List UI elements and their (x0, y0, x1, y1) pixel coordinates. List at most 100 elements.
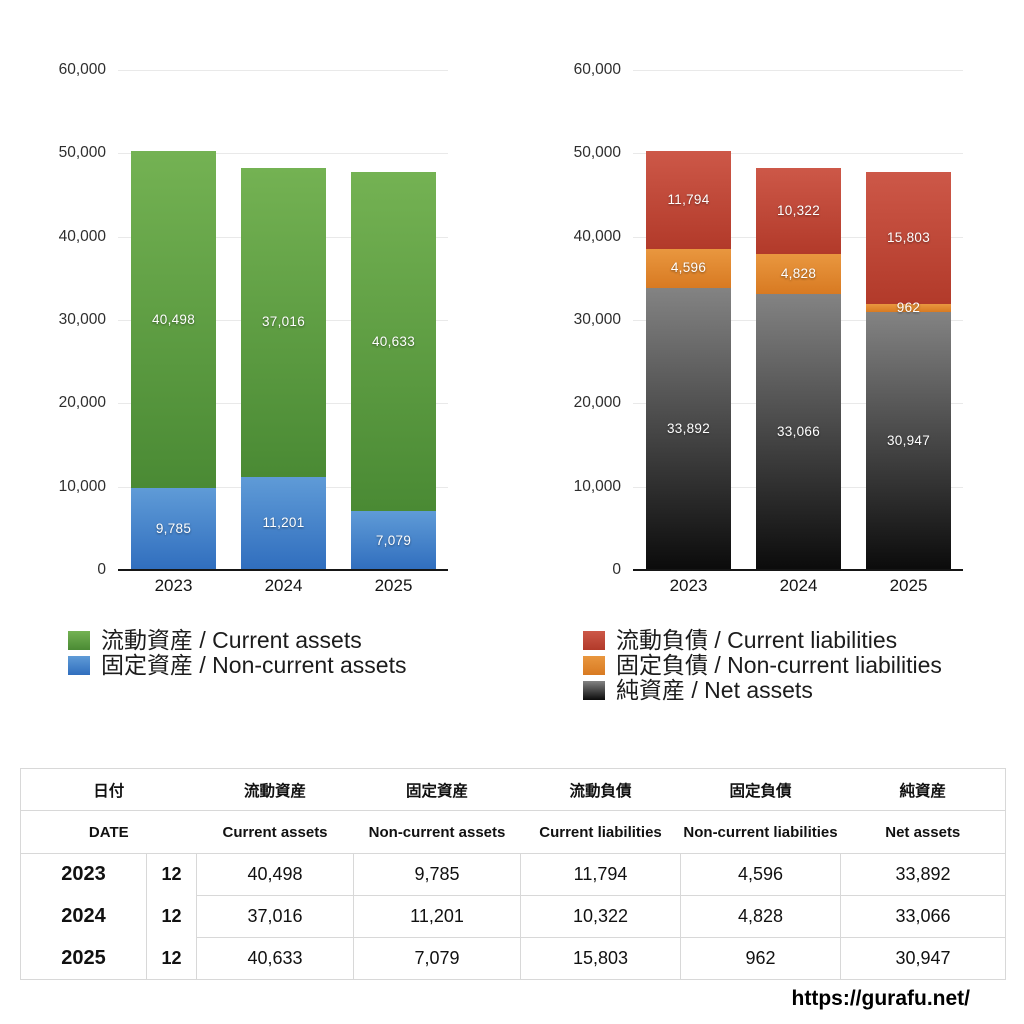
bar-segment (351, 172, 436, 511)
balance-table-wrap: 日付 流動資産 固定資産 流動負債 固定負債 純資産 DATE Current assets N… (20, 768, 1007, 980)
bar-value-label: 40,498 (151, 311, 196, 327)
bar-segment (241, 168, 326, 477)
table-row: 2025 12 40,633 7,079 15,803 962 30,947 (21, 937, 1006, 980)
legend-label: 固定資産 / Non-current assets (101, 652, 407, 678)
y-axis-tick-label: 10,000 (573, 477, 621, 495)
gridline (633, 70, 963, 71)
y-axis-tick-label: 60,000 (58, 61, 106, 78)
legend-item: 固定資産 / Non-current assets (68, 653, 406, 677)
legend-liabilities-net-assets: 流動負債 / Current liabilities 固定負債 / Non-cur… (583, 628, 942, 702)
value-cell: 7,079 (353, 937, 521, 980)
bar-value-label: 15,803 (886, 230, 931, 246)
year-cell: 2025 (61, 946, 106, 969)
x-axis-category-label: 2024 (779, 576, 818, 595)
chart-assets: 0 10,000 20,000 30,000 40,000 50,000 60,000 9,7… (58, 61, 448, 595)
header-cell: Non-current liabilities (680, 810, 841, 854)
month-cell: 12 (145, 895, 197, 938)
header-cell: Non-current assets (353, 810, 521, 854)
table-row: 2023 12 40,498 9,785 11,794 4,596 33,892 (21, 853, 1006, 896)
legend-label: 流動負債 / Current liabilities (616, 627, 898, 653)
bar-segment (866, 304, 951, 313)
value-cell: 4,828 (680, 895, 841, 938)
value-cell: 4,596 (680, 853, 841, 896)
site-url: https://gurafu.net/ (791, 987, 970, 1010)
y-axis-tick-label: 0 (97, 561, 106, 578)
bar-segment (646, 150, 731, 250)
year-cell: 2023 (61, 863, 106, 886)
year-cell: 2024 (61, 905, 106, 927)
table-row: 2024 12 37,016 11,201 10,322 4,828 33,066 (21, 895, 1006, 938)
value-cell: 33,066 (840, 895, 1006, 938)
value-cell: 11,201 (353, 895, 521, 938)
bar-segment (866, 172, 951, 305)
bar-value-label: 10,322 (776, 203, 821, 219)
x-axis-category-label: 2023 (669, 576, 708, 595)
bar-segment (756, 168, 841, 255)
gridline (633, 153, 963, 155)
legend-label: 純資産 / Net assets (616, 677, 813, 703)
month-cell: 12 (145, 853, 197, 896)
x-axis-line (118, 569, 448, 571)
header-cell: Current liabilities (520, 810, 681, 854)
table-header-english: DATE Current assets Non-current assets Curr… (20, 810, 1006, 854)
gridline (118, 153, 448, 155)
legend-color-swatch (583, 655, 605, 675)
bar-segment (351, 511, 436, 570)
value-cell: 40,633 (196, 937, 354, 980)
bar-value-label: 40,633 (371, 333, 416, 349)
bar-value-label: 37,016 (261, 314, 306, 330)
y-axis-tick-label: 10,000 (58, 477, 106, 495)
legend-item: 流動資産 / Current assets (68, 628, 406, 652)
value-cell: 33,892 (840, 853, 1006, 896)
value-cell: 11,794 (520, 853, 681, 896)
header-cell: 純資産 (840, 768, 1006, 811)
bar-value-label: 962 (896, 300, 921, 316)
x-axis-category-label: 2025 (374, 576, 413, 595)
bar-segment (646, 249, 731, 288)
legend-color-swatch (68, 655, 90, 675)
legend-color-swatch (583, 630, 605, 650)
value-cell: 15,803 (520, 937, 681, 980)
table-header-japanese: 日付 流動資産 固定資産 流動負債 固定負債 純資産 (20, 768, 1006, 811)
bar-value-label: 9,785 (155, 521, 192, 537)
y-axis-tick-label: 60,000 (573, 61, 621, 78)
bar-segment (756, 254, 841, 295)
legend-item: 純資産 / Net assets (583, 678, 942, 702)
bar-segment (131, 488, 216, 570)
value-cell: 10,322 (520, 895, 681, 938)
legend-item: 固定負債 / Non-current liabilities (583, 653, 942, 677)
y-axis-tick-label: 40,000 (573, 227, 621, 245)
bar-segment (646, 287, 731, 570)
header-cell: Net assets (840, 810, 1006, 854)
header-cell: Current assets (196, 810, 354, 854)
value-cell: 30,947 (840, 937, 1006, 980)
bar-value-label: 33,892 (666, 420, 711, 436)
bar-value-label: 4,828 (780, 266, 817, 282)
value-cell: 962 (680, 937, 841, 980)
legend-label: 固定負債 / Non-current liabilities (616, 652, 942, 678)
bar-segment (241, 476, 326, 570)
x-axis-category-label: 2023 (154, 576, 193, 595)
gridline (118, 70, 448, 71)
y-axis-tick-label: 50,000 (58, 144, 106, 162)
bar-value-label: 4,596 (670, 260, 707, 276)
legend-assets: 流動資産 / Current assets 固定資産 / Non-current … (68, 628, 406, 677)
header-cell: 流動負債 (520, 768, 681, 811)
header-cell: 流動資産 (196, 768, 354, 811)
y-axis-tick-label: 0 (612, 561, 621, 578)
value-cell: 40,498 (196, 853, 354, 896)
balance-sheet-table: 日付 流動資産 固定資産 流動負債 固定負債 純資産 DATE Current assets N… (20, 768, 1007, 980)
y-axis-tick-label: 20,000 (58, 394, 106, 412)
y-axis-tick-label: 50,000 (573, 144, 621, 162)
bar-value-label: 7,079 (375, 532, 412, 548)
bar-value-label: 30,947 (886, 433, 931, 449)
bar-value-label: 33,066 (776, 424, 821, 440)
bar-segment (756, 294, 841, 570)
header-cell: 固定負債 (680, 768, 841, 811)
legend-color-swatch (583, 680, 605, 700)
legend-color-swatch (68, 630, 90, 650)
bar-value-label: 11,201 (262, 515, 305, 531)
legend-item: 流動負債 / Current liabilities (583, 628, 942, 652)
month-cell: 12 (145, 937, 197, 980)
